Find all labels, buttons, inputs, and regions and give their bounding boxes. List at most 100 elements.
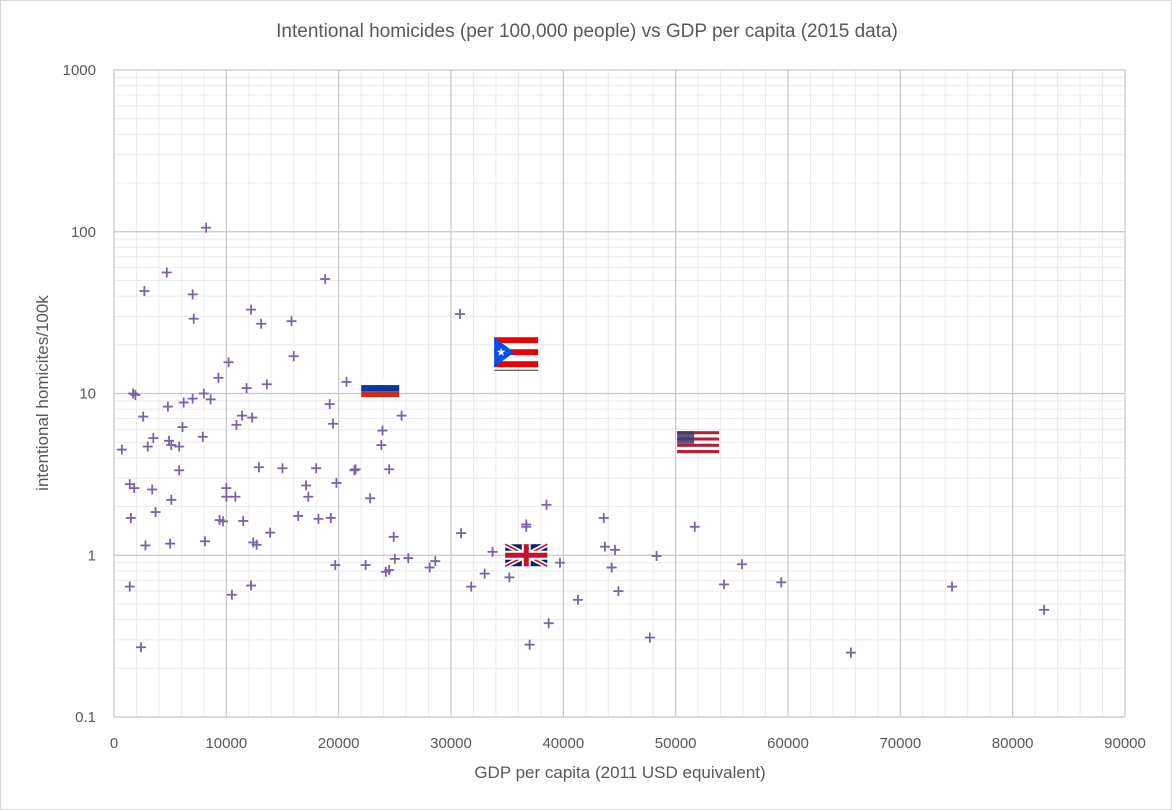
united-kingdom-flag-icon — [504, 542, 549, 569]
data-point — [223, 357, 234, 368]
data-point — [521, 521, 532, 532]
data-point — [776, 577, 787, 588]
data-point — [221, 491, 232, 502]
data-point — [430, 556, 441, 567]
y-tick-label: 10 — [79, 386, 96, 403]
data-point — [947, 581, 958, 592]
data-point — [205, 394, 216, 405]
data-point — [166, 494, 177, 505]
data-point — [237, 410, 248, 421]
data-points — [116, 222, 1050, 658]
x-tick-label: 40000 — [542, 735, 584, 752]
data-point — [303, 491, 314, 502]
data-point — [187, 289, 198, 300]
flag-triangle — [494, 337, 515, 368]
flag-stripe — [677, 440, 720, 444]
x-tick-label: 50000 — [655, 735, 697, 752]
data-point — [142, 441, 153, 452]
flag-stripe — [494, 337, 539, 344]
data-point — [277, 463, 288, 474]
flag-stripe — [677, 437, 720, 441]
data-point — [221, 483, 232, 494]
data-point — [341, 376, 352, 387]
data-point — [261, 379, 272, 390]
data-point — [217, 516, 228, 527]
flag-stripe — [494, 361, 539, 368]
data-point — [253, 462, 264, 473]
data-point — [606, 562, 617, 573]
data-point — [1039, 604, 1050, 615]
data-point — [238, 515, 249, 526]
data-point — [241, 383, 252, 394]
data-point — [328, 418, 339, 429]
x-tick-label: 20000 — [318, 735, 360, 752]
data-point — [424, 562, 435, 573]
data-point — [165, 538, 176, 549]
data-point — [246, 304, 257, 315]
flag-stripe — [494, 343, 539, 350]
flag-stripe — [677, 443, 720, 447]
data-point — [150, 507, 161, 518]
chart-title: Intentional homicides (per 100,000 peopl… — [276, 21, 898, 42]
x-tick-label: 90000 — [1104, 735, 1146, 752]
data-point — [736, 559, 747, 570]
flag-stripe — [361, 391, 400, 398]
y-tick-label: 1000 — [63, 62, 96, 79]
data-point — [247, 412, 258, 423]
data-point — [125, 512, 136, 523]
data-point — [164, 435, 175, 446]
data-point — [124, 581, 135, 592]
data-point — [384, 565, 395, 576]
data-point — [174, 465, 185, 476]
data-point — [487, 546, 498, 557]
data-point — [313, 513, 324, 524]
data-point — [177, 422, 188, 433]
flag-annotations — [361, 337, 720, 569]
flag-cross — [505, 552, 548, 558]
data-point — [251, 539, 262, 550]
data-point — [376, 440, 387, 451]
x-tick-label: 0 — [110, 735, 118, 752]
data-point — [389, 553, 400, 564]
data-point — [543, 618, 554, 629]
flag-canton — [677, 431, 695, 444]
data-point — [718, 579, 729, 590]
data-point — [187, 393, 198, 404]
flag-stripe — [361, 379, 400, 386]
y-tick-label: 1 — [88, 547, 96, 564]
data-point — [286, 316, 297, 327]
data-point — [644, 632, 655, 643]
data-point — [845, 647, 856, 658]
data-point — [231, 419, 242, 430]
data-point — [384, 464, 395, 475]
data-point — [198, 388, 209, 399]
data-point — [197, 431, 208, 442]
x-tick-label: 60000 — [767, 735, 809, 752]
x-tick-label: 30000 — [430, 735, 472, 752]
data-point — [479, 568, 490, 579]
flag-stripe — [677, 446, 720, 451]
data-point — [388, 531, 399, 542]
data-point — [396, 410, 407, 421]
x-tick-label: 80000 — [992, 735, 1034, 752]
data-point — [138, 411, 149, 422]
data-point — [360, 560, 371, 571]
flag-stripe — [677, 431, 720, 435]
data-point — [246, 580, 257, 591]
flag-stripe — [494, 349, 539, 356]
flag-stripe — [494, 355, 539, 362]
data-point — [213, 372, 224, 383]
data-point — [541, 499, 552, 510]
data-point — [311, 463, 322, 474]
data-point — [454, 309, 465, 320]
data-point — [349, 465, 360, 476]
data-point — [330, 560, 341, 571]
flag-stripe — [677, 434, 720, 438]
flag-stripe — [677, 450, 720, 454]
data-point — [293, 510, 304, 521]
data-point — [265, 527, 276, 538]
data-point — [331, 477, 342, 488]
data-point — [139, 286, 150, 297]
data-point — [598, 512, 609, 523]
data-point — [256, 318, 267, 329]
